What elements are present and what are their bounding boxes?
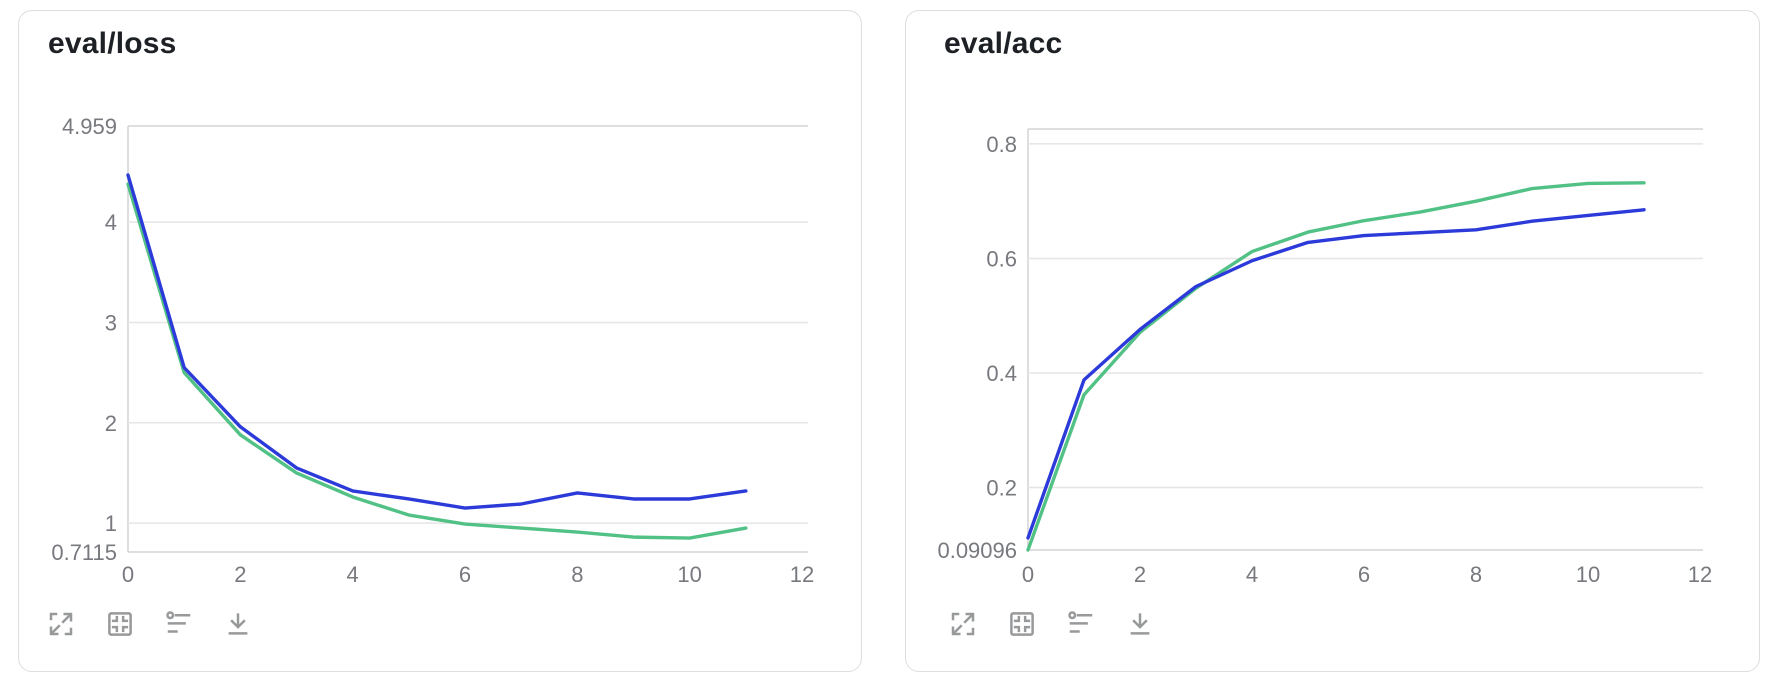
panel-title: eval/loss: [48, 27, 177, 60]
fullscreen-button[interactable]: [948, 609, 978, 639]
filter-settings-button[interactable]: [164, 609, 194, 639]
filter-settings-button[interactable]: [1066, 609, 1096, 639]
x-tick-label: 10: [677, 562, 701, 587]
x-tick-label: 6: [1358, 562, 1370, 587]
x-tick-label: 2: [1134, 562, 1146, 587]
y-tick-label: 2: [105, 411, 117, 436]
x-tick-label: 10: [1576, 562, 1600, 587]
y-tick-label: 1: [105, 511, 117, 536]
x-tick-label: 8: [571, 562, 583, 587]
y-axis-labels: 0.8 0.6 0.4 0.2 0.09096: [937, 132, 1017, 563]
gridlines: [127, 125, 808, 553]
panel-toolbar: [948, 609, 1155, 639]
panel-title: eval/acc: [944, 27, 1063, 60]
y-tick-label: 0.8: [986, 132, 1017, 157]
panel-eval-acc: eval/acc 0.8 0.6 0.4 0.2 0.09096 0 2 4 6 8 10 12: [905, 10, 1760, 672]
x-axis-labels: 0 2 4 6 8 10 12: [122, 562, 814, 587]
y-tick-label: 0.6: [986, 246, 1017, 271]
y-tick-label: 0.7115: [51, 540, 117, 565]
x-tick-label: 0: [1022, 562, 1034, 587]
download-button[interactable]: [223, 609, 253, 639]
y-axis-labels: 4.959 4 3 2 1 0.7115: [51, 114, 117, 565]
y-tick-label: 4.959: [62, 114, 117, 139]
fullscreen-icon: [951, 612, 975, 636]
download-button[interactable]: [1125, 609, 1155, 639]
x-tick-label: 0: [122, 562, 134, 587]
y-tick-label: 3: [105, 310, 117, 335]
x-tick-label: 2: [234, 562, 246, 587]
fit-panel-button[interactable]: [1007, 609, 1037, 639]
series-green-run: [1026, 181, 1646, 552]
download-icon: [228, 613, 248, 635]
y-tick-label: 0.4: [986, 361, 1017, 386]
panel-eval-loss: eval/loss 4.959 4 3 2 1 0.7115 0 2 4 6 8 10 12: [18, 10, 862, 672]
x-tick-label: 8: [1470, 562, 1482, 587]
gridlines: [1027, 128, 1703, 551]
fit-panel-button[interactable]: [105, 609, 135, 639]
x-tick-label: 4: [347, 562, 359, 587]
fit-panel-icon: [1010, 612, 1034, 636]
download-icon: [1130, 613, 1150, 635]
filter-settings-icon: [166, 611, 191, 633]
fullscreen-icon: [49, 612, 73, 636]
fullscreen-button[interactable]: [46, 609, 76, 639]
x-tick-label: 4: [1246, 562, 1258, 587]
y-tick-label: 4: [105, 210, 117, 235]
x-tick-label: 6: [459, 562, 471, 587]
series-green-run: [126, 182, 748, 540]
series-blue-run: [126, 173, 748, 510]
x-tick-label: 12: [1688, 562, 1712, 587]
filter-settings-icon: [1068, 611, 1093, 633]
x-tick-label: 12: [790, 562, 814, 587]
series-blue-run: [1026, 208, 1646, 540]
y-tick-label: 0.09096: [937, 538, 1017, 563]
y-tick-label: 0.2: [986, 476, 1017, 501]
fit-panel-icon: [108, 612, 132, 636]
x-axis-labels: 0 2 4 6 8 10 12: [1022, 562, 1712, 587]
panel-toolbar: [46, 609, 253, 639]
